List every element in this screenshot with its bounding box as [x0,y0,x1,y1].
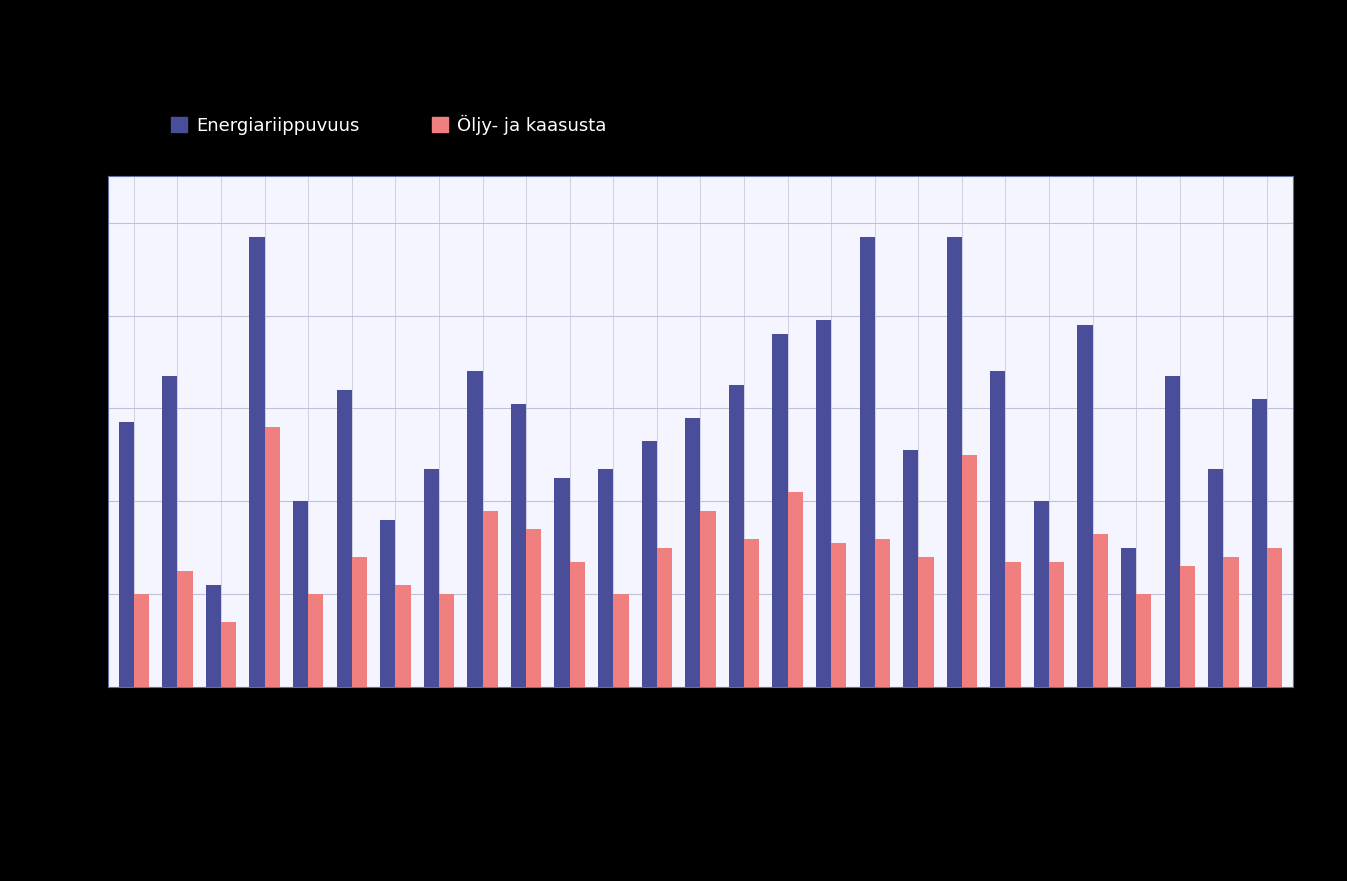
Bar [1223,557,1239,687]
Bar [206,585,221,687]
Bar [686,418,700,687]
Bar [1137,595,1152,687]
Bar [902,450,919,687]
Bar [947,237,962,687]
Bar [1049,562,1064,687]
Bar [352,557,366,687]
Bar [249,237,264,687]
Bar [874,538,890,687]
Bar [729,385,744,687]
Bar [788,492,803,687]
Bar [613,595,629,687]
Bar [700,511,715,687]
Bar [1165,376,1180,687]
Bar [396,585,411,687]
Bar [1121,548,1137,687]
Bar [990,371,1005,687]
Bar [816,320,831,687]
Bar [641,441,657,687]
Bar [1208,469,1223,687]
Bar [919,557,933,687]
Bar [859,237,874,687]
Bar [380,520,396,687]
Bar [292,501,308,687]
Bar [162,376,178,687]
Bar [511,403,527,687]
Bar [1092,534,1107,687]
Bar [264,427,280,687]
Bar [221,622,236,687]
Bar [555,478,570,687]
Bar [424,469,439,687]
Bar [527,529,541,687]
Bar [133,595,150,687]
Bar [962,455,977,687]
Bar [657,548,672,687]
Bar [570,562,585,687]
Bar [467,371,482,687]
Bar [337,390,352,687]
Bar [1268,548,1282,687]
Bar [831,544,846,687]
Bar [1005,562,1021,687]
Bar [772,334,788,687]
Bar [1078,325,1092,687]
Bar [308,595,323,687]
Bar [439,595,454,687]
Legend: Energiariippuvuus, Öljy- ja kaasusta: Energiariippuvuus, Öljy- ja kaasusta [171,115,606,135]
Bar [744,538,760,687]
Bar [598,469,613,687]
Bar [482,511,498,687]
Bar [1251,399,1268,687]
Bar [119,422,133,687]
Bar [178,571,193,687]
Bar [1033,501,1049,687]
Bar [1180,566,1195,687]
